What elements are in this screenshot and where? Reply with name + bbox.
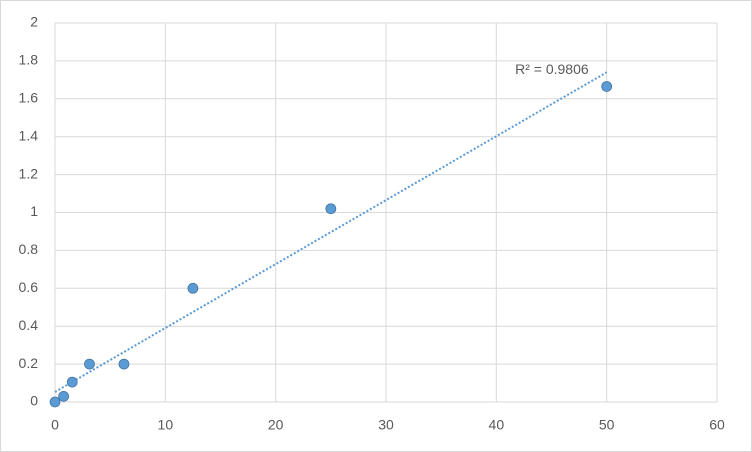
y-tick-label: 1.8	[19, 52, 39, 68]
y-tick-label: 0	[30, 393, 38, 409]
trendline-label: R² = 0.9806	[515, 61, 589, 77]
data-point	[84, 358, 95, 370]
data-point	[187, 282, 199, 294]
x-tick-label: 0	[51, 417, 59, 433]
y-tick-label: 0.6	[19, 279, 39, 295]
data-point	[66, 376, 78, 388]
x-tick-label: 60	[709, 417, 725, 433]
y-tick-label: 1	[30, 203, 38, 219]
x-tick-label: 30	[378, 417, 394, 433]
data-point	[325, 203, 337, 215]
x-tick-label: 50	[599, 417, 615, 433]
y-tick-label: 1.4	[19, 127, 39, 143]
y-tick-label: 0.4	[19, 317, 39, 333]
x-tick-label: 20	[268, 417, 284, 433]
y-tick-label: 1.2	[19, 165, 39, 181]
y-tick-label: 1.6	[19, 90, 39, 106]
x-tick-label: 40	[489, 417, 505, 433]
y-tick-label: 0.8	[19, 241, 39, 257]
data-point	[601, 81, 613, 92]
data-point	[58, 390, 69, 402]
data-point	[118, 358, 130, 370]
y-tick-label: 0.2	[19, 355, 39, 371]
data-point	[49, 396, 61, 408]
y-tick-label: 2	[30, 14, 38, 30]
x-tick-label: 10	[158, 417, 174, 433]
